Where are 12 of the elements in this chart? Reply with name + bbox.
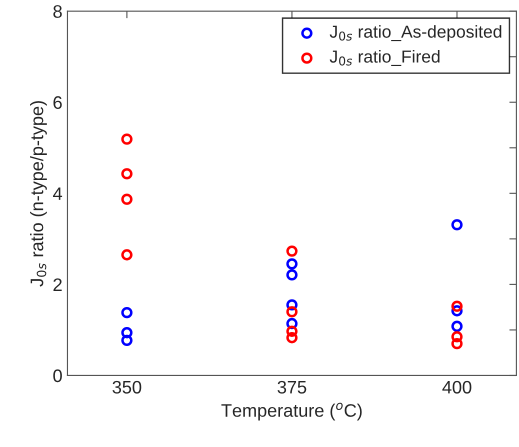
legend-label: J$_{0s}$ ratio_Fired [330,50,440,66]
x-tick-label: 400 [442,380,472,394]
y-tick-label: 0 [53,369,62,382]
y-axis-title: J$_{0s}$ ratio (n-type/p-type) [30,101,47,287]
y-tick-label: 2 [53,278,62,291]
y-tick-label: 4 [52,187,62,200]
x-tick-label: 350 [112,380,142,394]
x-axis-title: Temperature ($^{o}$C) [221,402,362,420]
y-tick-label: 6 [53,96,62,109]
x-tick-label: 375 [278,380,306,394]
y-tick-label: 8 [53,5,62,18]
legend-label: J$_{0s}$ ratio_As-deposited [330,25,502,42]
